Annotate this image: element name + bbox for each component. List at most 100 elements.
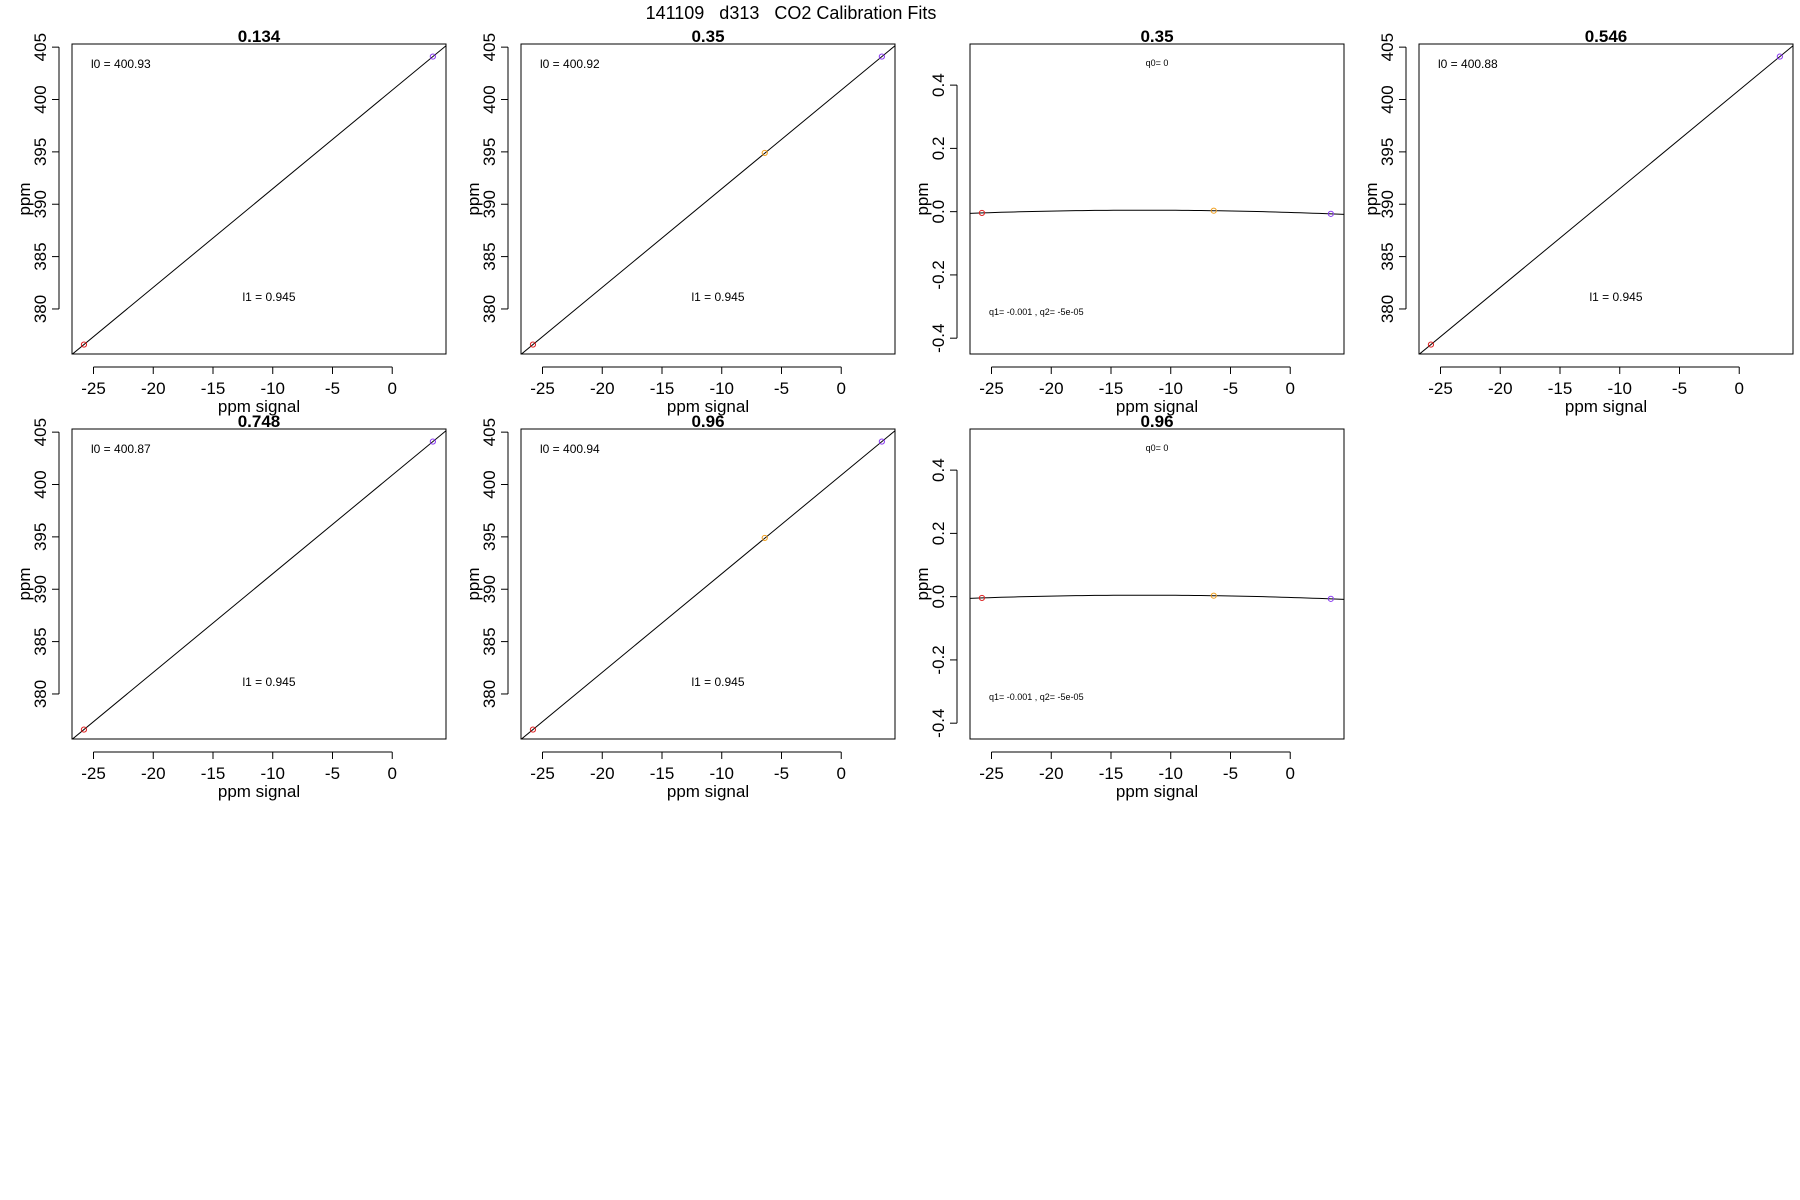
x-tick-label: -10: [709, 764, 734, 783]
x-axis-label: ppm signal: [218, 782, 300, 801]
x-tick-label: -10: [1607, 379, 1632, 398]
y-tick-label: 380: [31, 295, 50, 323]
chart-panel-4: 0.546 -25 -20 -15 -10 -5 0 ppm signal 380 385 390 3…: [1362, 27, 1794, 416]
y-tick-label: 380: [31, 680, 50, 708]
x-tick-label: -25: [1428, 379, 1453, 398]
x-tick-label: -15: [1099, 764, 1124, 783]
fit-annotation: l1 = 0.945: [242, 675, 295, 689]
x-tick-label: -25: [979, 379, 1004, 398]
chart-panel-2: 0.35 -25 -20 -15 -10 -5 0 ppm signal 380 385 390 39…: [464, 27, 896, 416]
chart-panel-7: 0.96 -25 -20 -15 -10 -5 0 ppm signal -0.4 -0.2 0.0…: [913, 412, 1345, 801]
data-point: [529, 726, 537, 733]
panel-grid: 0.134 -25 -20 -15 -10 -5 0 ppm signal 380 385 390 3…: [15, 27, 1794, 801]
y-tick-label: 0.4: [929, 73, 948, 97]
x-tick-label: -10: [1158, 764, 1183, 783]
y-tick-label: 405: [480, 418, 499, 446]
x-axis-label: ppm signal: [667, 782, 749, 801]
data-point: [80, 341, 88, 348]
data-point: [1427, 341, 1435, 348]
y-tick-label: 380: [1378, 295, 1397, 323]
y-tick-label: 0.0: [929, 200, 948, 224]
y-tick-label: 405: [1378, 33, 1397, 61]
x-tick-label: -20: [590, 764, 615, 783]
panel-title: 0.35: [691, 27, 724, 46]
figure-title: 141109 d313 CO2 Calibration Fits: [646, 3, 937, 23]
data-point: [978, 209, 986, 217]
fit-annotation: l0 = 400.93: [91, 57, 151, 71]
x-tick-label: -15: [201, 379, 226, 398]
fit-line: [970, 594, 1344, 600]
panel-title: 0.546: [1585, 27, 1628, 46]
y-axis-label: ppm: [464, 567, 483, 600]
y-tick-label: -0.4: [929, 324, 948, 353]
y-tick-label: 400: [480, 470, 499, 498]
y-tick-label: 390: [480, 190, 499, 218]
fit-annotation: l0 = 400.94: [540, 442, 600, 456]
x-tick-label: -25: [530, 764, 555, 783]
fit-annotation: q0= 0: [1146, 58, 1169, 68]
y-tick-label: 390: [1378, 190, 1397, 218]
plot-frame: [520, 43, 896, 355]
data-point: [761, 149, 768, 157]
data-point: [1327, 595, 1334, 602]
data-point: [80, 726, 88, 733]
y-tick-label: 385: [1378, 242, 1397, 270]
x-tick-label: -5: [1672, 379, 1687, 398]
x-tick-label: 0: [836, 379, 845, 398]
y-tick-label: 395: [480, 138, 499, 166]
x-tick-label: -15: [1548, 379, 1573, 398]
fit-annotation: q0= 0: [1146, 443, 1169, 453]
x-tick-label: -25: [81, 379, 106, 398]
y-axis-label: ppm: [1362, 182, 1381, 215]
plot-frame: [520, 428, 896, 740]
chart-panel-3: 0.35 -25 -20 -15 -10 -5 0 ppm signal -0.4 -0.2 0.0…: [913, 27, 1345, 416]
x-axis-label: ppm signal: [1116, 782, 1198, 801]
y-tick-label: 395: [31, 138, 50, 166]
y-tick-label: 380: [480, 295, 499, 323]
plot-frame: [969, 43, 1345, 355]
y-tick-label: 385: [480, 242, 499, 270]
fit-line: [72, 45, 446, 354]
panel-title: 0.35: [1140, 27, 1173, 46]
y-tick-label: 0.2: [929, 137, 948, 161]
y-tick-label: 400: [1378, 85, 1397, 113]
y-tick-label: 400: [31, 470, 50, 498]
plot-frame: [71, 43, 447, 355]
fit-annotation: q1= -0.001 , q2= -5e-05: [989, 307, 1084, 317]
y-tick-label: -0.4: [929, 709, 948, 738]
x-tick-label: -10: [260, 764, 285, 783]
x-tick-label: -20: [1039, 379, 1064, 398]
x-tick-label: 0: [387, 764, 396, 783]
y-tick-label: 390: [31, 190, 50, 218]
data-point: [1327, 210, 1334, 217]
fit-annotation: q1= -0.001 , q2= -5e-05: [989, 692, 1084, 702]
x-tick-label: -20: [141, 379, 166, 398]
y-tick-label: 390: [31, 575, 50, 603]
plot-frame: [71, 428, 447, 740]
y-tick-label: 380: [480, 680, 499, 708]
data-point: [878, 438, 885, 445]
y-tick-label: 0.0: [929, 585, 948, 609]
y-tick-label: 395: [1378, 138, 1397, 166]
plot-frame: [1418, 43, 1794, 355]
fit-annotation: l0 = 400.88: [1438, 57, 1498, 71]
x-tick-label: 0: [387, 379, 396, 398]
data-point: [429, 53, 436, 60]
fit-annotation: l0 = 400.87: [91, 442, 151, 456]
data-point: [1776, 53, 1783, 60]
x-tick-label: -15: [650, 379, 675, 398]
fit-annotation: l1 = 0.945: [691, 290, 744, 304]
x-tick-label: -5: [774, 764, 789, 783]
y-tick-label: 385: [480, 627, 499, 655]
y-tick-label: 405: [31, 33, 50, 61]
panel-title: 0.96: [691, 412, 724, 431]
x-tick-label: -5: [1223, 764, 1238, 783]
panel-title: 0.96: [1140, 412, 1173, 431]
x-tick-label: -5: [774, 379, 789, 398]
chart-panel-1: 0.134 -25 -20 -15 -10 -5 0 ppm signal 380 385 390 3…: [15, 27, 447, 416]
x-tick-label: -5: [1223, 379, 1238, 398]
x-tick-label: -15: [201, 764, 226, 783]
panel-title: 0.748: [238, 412, 281, 431]
x-axis-label: ppm signal: [1116, 397, 1198, 416]
